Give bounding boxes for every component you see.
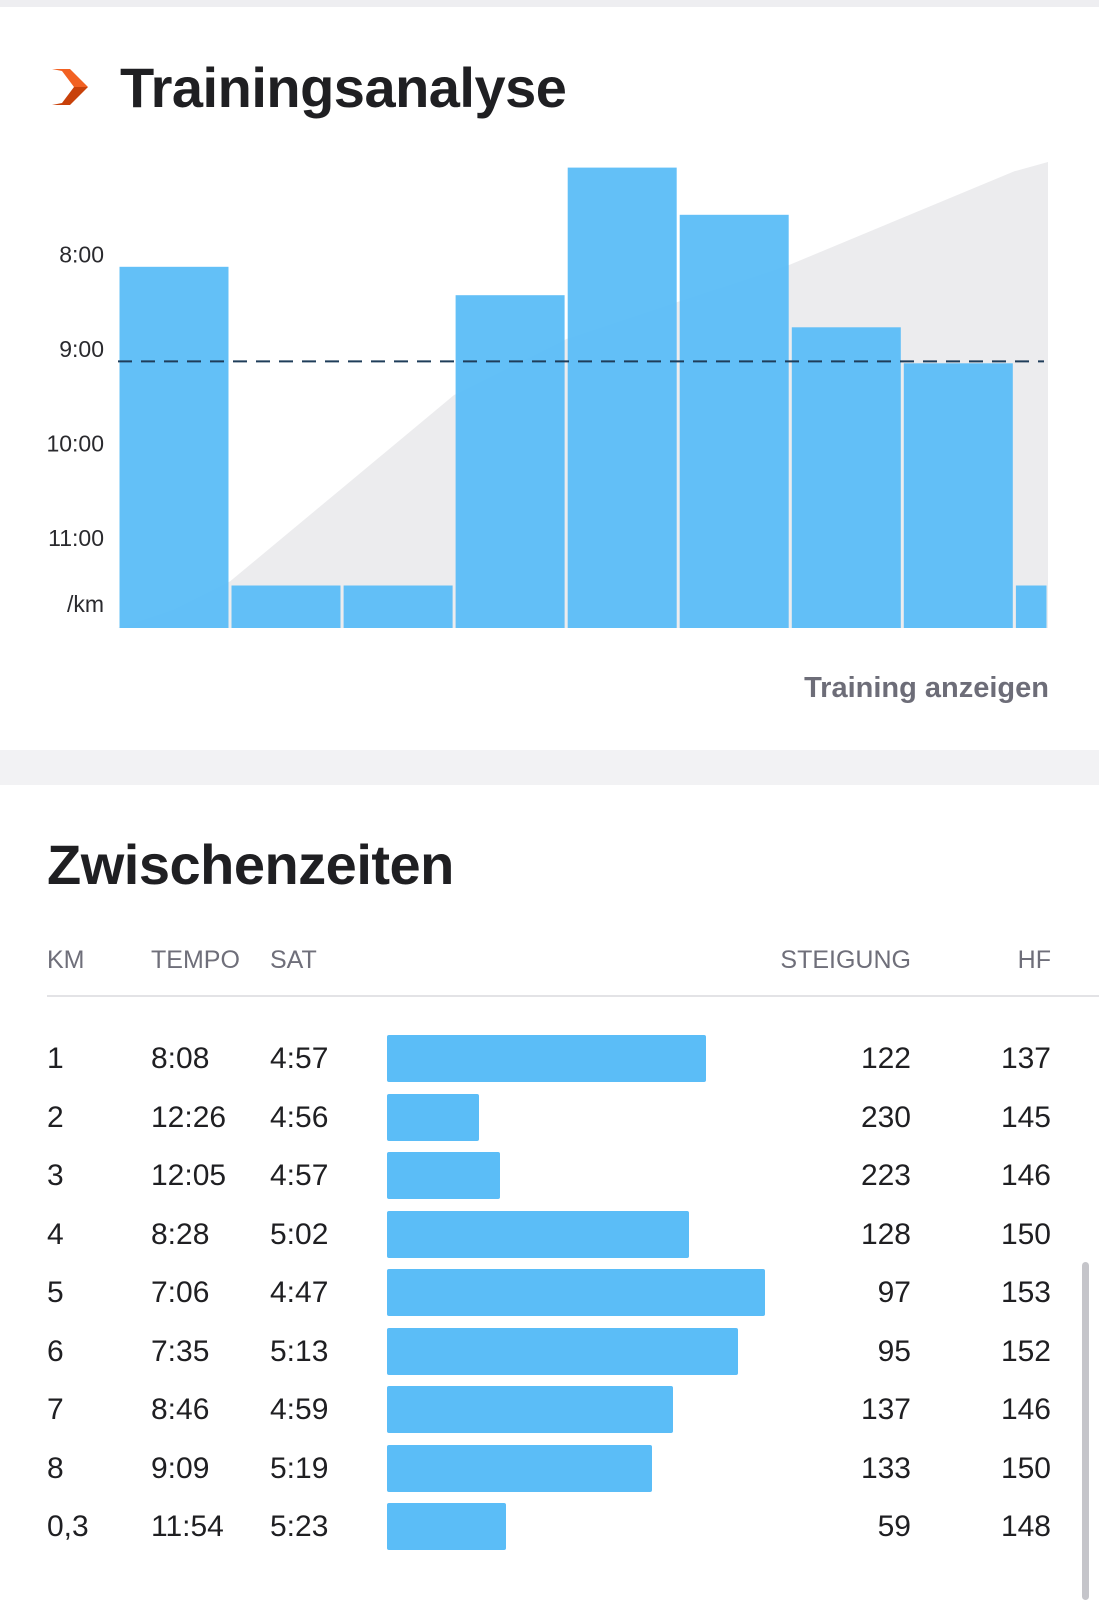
split-km: 0,3	[47, 1510, 89, 1543]
training-analysis-title: Trainingsanalyse	[120, 55, 567, 119]
split-pace-bar	[387, 1152, 500, 1199]
split-tempo: 7:35	[151, 1334, 210, 1368]
split-pace-bar	[387, 1503, 506, 1550]
split-tempo: 8:08	[151, 1042, 210, 1075]
y-tick-label: 9:00	[59, 336, 104, 362]
split-heart-rate: 148	[1000, 1510, 1051, 1543]
split-heart-rate: 145	[1000, 1100, 1051, 1134]
pace-bar-8	[903, 363, 1013, 628]
split-km: 5	[47, 1276, 64, 1309]
y-tick-label: 8:00	[59, 242, 104, 268]
pace-chart: 8:00 9:00 10:00 11:00/km	[46, 162, 1048, 629]
top-divider-strip	[0, 0, 1099, 7]
split-km: 6	[47, 1334, 64, 1368]
split-elevation: 133	[860, 1451, 911, 1485]
split-row: 8 9:09 5:19 133 150	[0, 1440, 1099, 1498]
split-cadence: 5:13	[270, 1334, 329, 1368]
split-km: 3	[47, 1159, 64, 1192]
split-cadence: 5:02	[270, 1217, 329, 1251]
split-elevation: 97	[877, 1276, 911, 1309]
header-cadence: SAT	[270, 946, 317, 974]
split-cadence: 5:23	[270, 1510, 329, 1543]
split-tempo: 12:26	[151, 1100, 227, 1134]
split-elevation: 230	[860, 1100, 911, 1134]
split-tempo: 11:54	[151, 1510, 224, 1543]
y-unit-label: /km	[67, 591, 104, 617]
split-elevation: 128	[860, 1217, 911, 1251]
split-cadence: 4:47	[270, 1276, 329, 1309]
split-pace-bar	[387, 1093, 479, 1141]
header-elevation: STEIGUNG	[780, 946, 911, 974]
header-tempo: TEMPO	[151, 946, 240, 974]
split-cadence: 4:57	[270, 1159, 329, 1192]
y-tick-label: 10:00	[46, 431, 104, 457]
split-tempo: 8:46	[151, 1393, 210, 1426]
split-pace-bar	[387, 1269, 765, 1316]
split-elevation: 122	[860, 1042, 911, 1075]
split-elevation: 223	[860, 1159, 911, 1192]
pace-bar-5	[567, 167, 677, 628]
split-cadence: 4:56	[270, 1100, 329, 1134]
header-heart-rate: HF	[1017, 946, 1051, 974]
split-heart-rate: 146	[1000, 1159, 1051, 1192]
split-pace-bar	[387, 1386, 673, 1433]
split-tempo: 8:28	[151, 1217, 210, 1251]
split-tempo: 12:05	[151, 1159, 227, 1192]
split-row: 6 7:35 5:13 95 152	[0, 1323, 1099, 1381]
split-pace-bar	[387, 1035, 706, 1082]
split-heart-rate: 150	[1000, 1217, 1051, 1251]
chevron-right-icon	[52, 69, 88, 105]
section-divider	[0, 750, 1099, 785]
pace-bar-2	[231, 585, 341, 628]
pace-bar-6	[679, 214, 789, 629]
split-tempo: 7:06	[151, 1276, 210, 1309]
pace-bar-1	[119, 266, 229, 628]
split-km: 4	[47, 1217, 64, 1251]
split-row: 3 12:05 4:57 223 146	[0, 1147, 1099, 1205]
split-heart-rate: 152	[1000, 1334, 1051, 1368]
split-pace-bar	[387, 1444, 652, 1492]
pace-bar-3	[343, 585, 453, 628]
split-km: 7	[47, 1393, 64, 1426]
split-tempo: 9:09	[151, 1451, 210, 1485]
y-tick-label: 11:00	[48, 525, 104, 551]
split-pace-bar	[387, 1327, 738, 1375]
split-heart-rate: 146	[1000, 1393, 1051, 1426]
split-elevation: 95	[877, 1334, 911, 1368]
split-row: 4 8:28 5:02 128 150	[0, 1206, 1099, 1264]
scrollbar[interactable]	[1082, 1262, 1089, 1600]
split-cadence: 4:59	[270, 1393, 329, 1426]
show-training-link[interactable]: Training anzeigen	[804, 672, 1049, 704]
pace-bar-4	[455, 295, 565, 628]
splits-title: Zwischenzeiten	[47, 833, 454, 896]
split-heart-rate: 137	[1000, 1042, 1051, 1075]
split-pace-bar	[387, 1210, 689, 1258]
splits-table-header: KM TEMPO SAT STEIGUNG HF	[0, 940, 1099, 980]
split-cadence: 4:57	[270, 1042, 329, 1075]
split-heart-rate: 153	[1000, 1276, 1051, 1309]
split-row: 5 7:06 4:47 97 153	[0, 1264, 1099, 1322]
pace-bar-9	[1015, 585, 1047, 628]
split-row: 1 8:08 4:57 122 137	[0, 1030, 1099, 1088]
split-km: 2	[47, 1100, 64, 1134]
split-row: 2 12:26 4:56 230 145	[0, 1089, 1099, 1147]
split-km: 8	[47, 1451, 64, 1485]
split-row: 0,3 11:54 5:23 59 148	[0, 1498, 1099, 1556]
training-analysis-header: Trainingsanalyse	[50, 52, 567, 122]
header-km: KM	[47, 946, 85, 974]
split-elevation: 137	[860, 1393, 911, 1426]
split-cadence: 5:19	[270, 1451, 329, 1485]
split-km: 1	[47, 1042, 64, 1075]
split-row: 7 8:46 4:59 137 146	[0, 1381, 1099, 1439]
split-elevation: 59	[877, 1510, 911, 1543]
header-divider	[47, 995, 1099, 997]
pace-bar-7	[791, 327, 901, 628]
split-heart-rate: 150	[1000, 1451, 1051, 1485]
